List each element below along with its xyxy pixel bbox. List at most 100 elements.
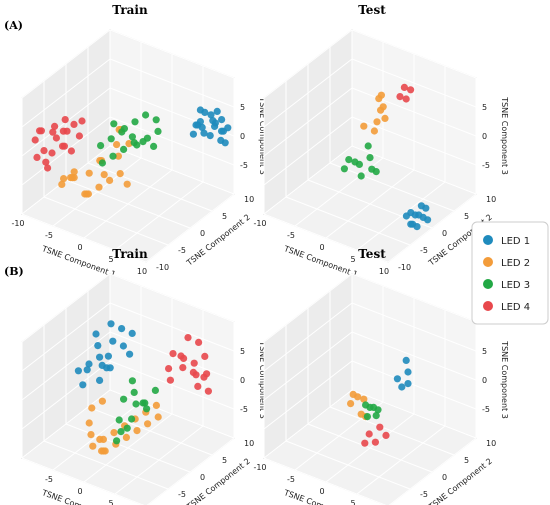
data-point	[92, 330, 100, 338]
data-point	[51, 122, 59, 130]
data-point	[59, 127, 67, 135]
subplot-title: Train	[112, 3, 148, 17]
data-point	[169, 350, 177, 358]
x-tick-label: 0	[319, 243, 324, 252]
subplot-3: Test -10 -5 0 5 10 -10 -5 0 5 10 -5 0 5 TSNE Component…	[253, 247, 509, 505]
data-point	[195, 338, 203, 346]
data-point	[126, 350, 134, 358]
data-point	[40, 147, 48, 155]
data-point	[52, 134, 61, 142]
x-tick-label: 5	[350, 255, 355, 264]
data-point	[44, 164, 52, 172]
subplot-1: Test -10 -5 0 5 10 -10 -5 0 5 10 -5 0 5 TSNE Component…	[253, 3, 509, 279]
grid-line	[263, 302, 353, 372]
data-point	[345, 156, 353, 164]
data-point	[372, 168, 380, 176]
grid-line	[388, 437, 477, 505]
grid-line	[109, 302, 235, 352]
data-point	[370, 127, 378, 135]
data-point	[396, 93, 404, 101]
x-tick-label: -5	[287, 231, 295, 240]
data-point	[165, 365, 173, 373]
z-tick-label: -5	[240, 405, 248, 414]
grid-line	[87, 406, 213, 456]
data-point	[83, 366, 91, 374]
z-axis-label: TSNE Component 3	[258, 96, 267, 175]
z-tick-label: 0	[240, 132, 245, 141]
x-tick-label: -5	[45, 475, 53, 484]
legend-marker-led4	[483, 301, 493, 311]
panel-label-a: (A)	[4, 19, 23, 32]
grid-line	[109, 145, 235, 195]
panel-label-b: (B)	[4, 265, 24, 278]
data-point	[143, 134, 151, 142]
data-point	[115, 416, 123, 424]
data-point	[60, 142, 68, 150]
data-point	[49, 128, 57, 136]
grid-line	[114, 181, 204, 251]
data-point	[365, 430, 373, 438]
grid-line	[351, 389, 477, 439]
z-axis-label: TSNE Component 3	[258, 340, 267, 419]
grid-line	[351, 331, 477, 381]
grid-line	[263, 331, 353, 401]
x-tick-label: -5	[45, 231, 53, 240]
series-led4	[165, 334, 212, 395]
grid-line	[351, 273, 477, 323]
data-point	[106, 176, 114, 184]
data-point	[143, 405, 151, 413]
data-point	[351, 158, 359, 166]
grid-line	[356, 181, 446, 251]
data-point	[377, 106, 385, 114]
data-point	[154, 413, 162, 421]
subplot-title: Test	[358, 247, 386, 261]
data-point	[78, 117, 86, 125]
data-point	[347, 400, 355, 408]
data-point	[413, 223, 421, 231]
series-led1	[393, 356, 412, 391]
data-point	[154, 127, 162, 135]
grid-line	[356, 425, 446, 495]
data-point	[194, 382, 202, 390]
x-tick-label: 5	[108, 255, 113, 264]
grid-line	[146, 437, 235, 505]
subplot-0: Train -10 -5 0 5 10 -10 -5 0 5 10 -5 0 5 TSNE Componen…	[11, 3, 267, 279]
data-point	[375, 95, 383, 103]
x-tick-label: 10	[137, 267, 147, 276]
data-point	[116, 170, 124, 178]
data-point	[96, 435, 104, 443]
grid-line	[109, 389, 235, 439]
z-axis-label: TSNE Component 3	[500, 340, 509, 419]
z-axis-label: TSNE Component 3	[500, 96, 509, 175]
data-point	[103, 364, 111, 372]
data-point	[224, 124, 232, 132]
data-point	[213, 107, 221, 115]
y-tick-label: -5	[178, 490, 186, 499]
data-point	[132, 400, 140, 408]
data-point	[130, 388, 138, 396]
x-tick-label: 10	[379, 267, 389, 276]
y-tick-label: 0	[442, 473, 447, 482]
grid-line	[21, 273, 111, 343]
data-point	[123, 424, 131, 432]
data-point	[110, 120, 118, 128]
grid-line	[307, 179, 433, 229]
data-point	[201, 108, 209, 116]
legend-label-led2: LED 2	[501, 258, 530, 269]
data-point	[192, 121, 200, 129]
x-tick-label: 0	[319, 487, 324, 496]
data-point	[119, 342, 127, 350]
data-point	[87, 431, 95, 439]
data-point	[381, 114, 389, 122]
data-point	[94, 342, 102, 350]
data-point	[114, 152, 122, 160]
y-tick-label: 0	[442, 229, 447, 238]
data-point	[206, 132, 214, 140]
z-tick-label: -5	[482, 161, 490, 170]
y-tick-label: 5	[464, 212, 469, 221]
data-point	[424, 216, 432, 224]
data-point	[366, 154, 374, 162]
data-point	[85, 419, 93, 427]
data-point	[360, 395, 368, 403]
